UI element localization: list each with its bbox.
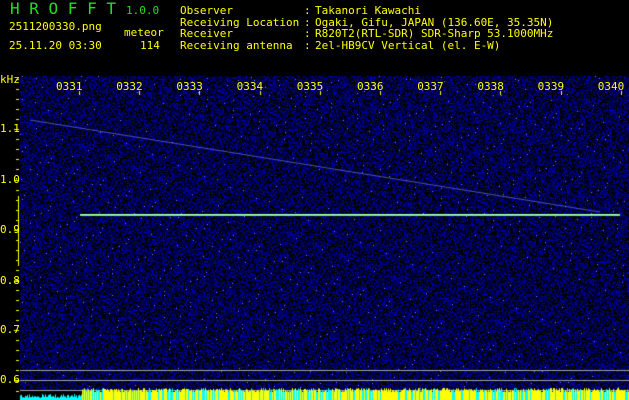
x-tick-label: 0337 [417,80,444,93]
y-tick-label: 1.0 [0,173,20,186]
info-value: Takanori Kawachi [315,4,421,17]
y-tick-label: 0.8 [0,274,20,287]
file-datetime: 25.11.20 03:30 [9,39,102,52]
info-sep: : [304,38,311,52]
info-label: Receiving antenna [180,38,293,52]
x-tick-label: 0331 [56,80,83,93]
app-title: H R O F F T [10,0,116,18]
y-tick-label: 0.6 [0,373,20,386]
y-axis-unit: kHz [0,73,20,86]
x-tick-label: 0340 [597,80,625,93]
info-label: Receiving Location [180,15,300,29]
app-version: 1.0.0 [126,4,160,17]
meteor-count: 114 [140,39,160,52]
file-name: 2511200330.png [9,20,102,33]
meteor-label: meteor [124,26,164,39]
y-tick-label: 0.7 [0,323,20,336]
info-sep: : [304,4,311,17]
info-value: Ogaki, Gifu, JAPAN (136.60E, 35.35N) [315,15,554,29]
x-tick-label: 0339 [537,80,565,93]
info-label: Receiver [180,27,233,40]
info-label: Observer [180,4,233,17]
y-tick-label: 0.9 [0,223,20,236]
x-tick-label: 0334 [236,80,264,93]
info-sep: : [304,15,311,29]
x-tick-label: 0332 [116,80,143,93]
info-value: 2el-HB9CV Vertical (el. E-W) [315,38,501,52]
x-tick-label: 0336 [357,80,384,93]
x-tick-label: 0338 [477,80,504,93]
x-tick-label: 0335 [296,80,324,93]
info-value: R820T2(RTL-SDR) SDR-Sharp 53.1000MHz [315,27,554,40]
y-tick-label: 1.1 [0,122,20,135]
x-tick-label: 0333 [176,80,203,93]
info-sep: : [304,27,311,40]
